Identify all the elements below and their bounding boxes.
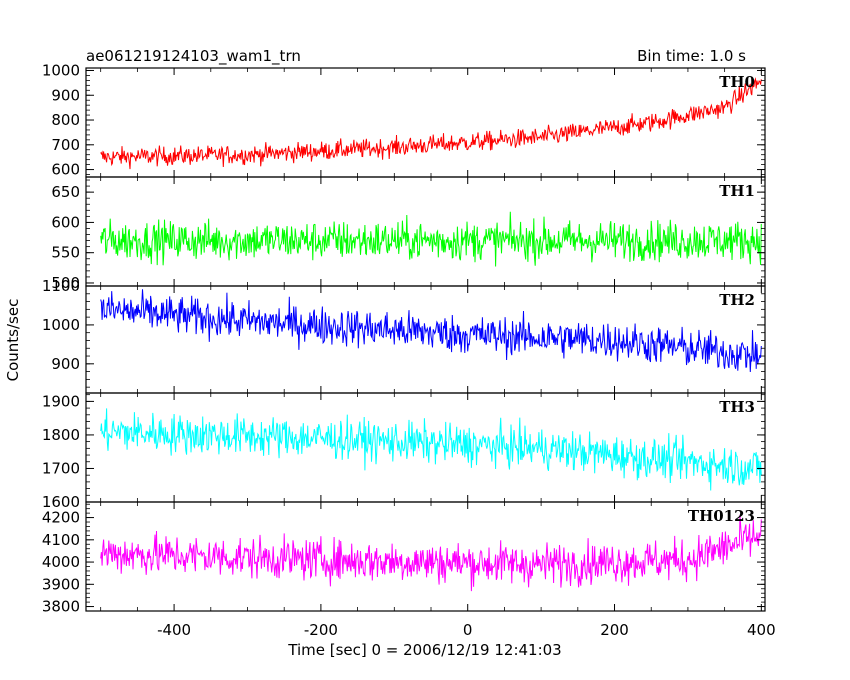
x-tick-label: -200	[304, 621, 338, 639]
y-tick-label: 4000	[42, 553, 80, 571]
y-tick-label: 900	[51, 355, 80, 373]
x-axis-label: Time [sec] 0 = 2006/12/19 12:41:03	[287, 641, 561, 659]
series-line-th3	[100, 408, 762, 491]
panel-label: TH3	[719, 398, 755, 416]
x-tick-label: 200	[600, 621, 629, 639]
panel-label: TH0	[719, 73, 755, 91]
y-tick-label: 1900	[42, 392, 80, 410]
series-line-th1	[100, 211, 762, 267]
panel-th2: 900 1000 1100 TH2	[42, 277, 766, 394]
y-tick-label: 4100	[42, 531, 80, 549]
panel-label: TH0123	[688, 507, 755, 525]
y-tick-label: 4200	[42, 509, 80, 527]
y-tick-label: 1000	[42, 61, 80, 79]
series-line-th0	[100, 77, 762, 170]
y-tick-label: 1000	[42, 316, 80, 334]
y-tick-label: 650	[51, 183, 80, 201]
series-line-th0123	[100, 514, 762, 592]
y-tick-label: 3900	[42, 575, 80, 593]
bin-time-label: Bin time: 1.0 s	[637, 47, 746, 65]
panel-frame	[85, 392, 766, 503]
y-tick-label: 600	[51, 161, 80, 179]
y-tick-label: 700	[51, 136, 80, 154]
y-tick-label: 900	[51, 86, 80, 104]
panel-th3: 1600 1700 1800 1900 TH3	[42, 392, 766, 511]
y-tick-label: 600	[51, 213, 80, 231]
x-tick-label: -400	[157, 621, 191, 639]
panel-th0: 600 700 800 900 1000 TH0	[42, 61, 766, 179]
y-tick-label: 1700	[42, 459, 80, 477]
y-tick-label: 800	[51, 111, 80, 129]
chart-title: ae061219124103_wam1_trn	[86, 47, 301, 66]
x-tick-label: 0	[463, 621, 473, 639]
panel-th0123: 3800 3900 4000 4100 4200 TH0123	[42, 501, 766, 616]
y-tick-label: 550	[51, 244, 80, 262]
series-line-th2	[100, 289, 762, 373]
y-tick-label: 500	[51, 274, 80, 292]
y-tick-label: 3800	[42, 598, 80, 616]
panel-label: TH1	[719, 182, 755, 200]
x-tick-label: 400	[747, 621, 776, 639]
panel-frame	[85, 501, 766, 612]
panel-label: TH2	[719, 291, 755, 309]
y-tick-label: 1100	[42, 277, 80, 295]
y-tick-label: 1600	[42, 493, 80, 511]
panel-th1: 500 550 600 650 TH1	[51, 176, 766, 292]
y-axis-label: Counts/sec	[4, 299, 22, 382]
y-tick-label: 1800	[42, 426, 80, 444]
